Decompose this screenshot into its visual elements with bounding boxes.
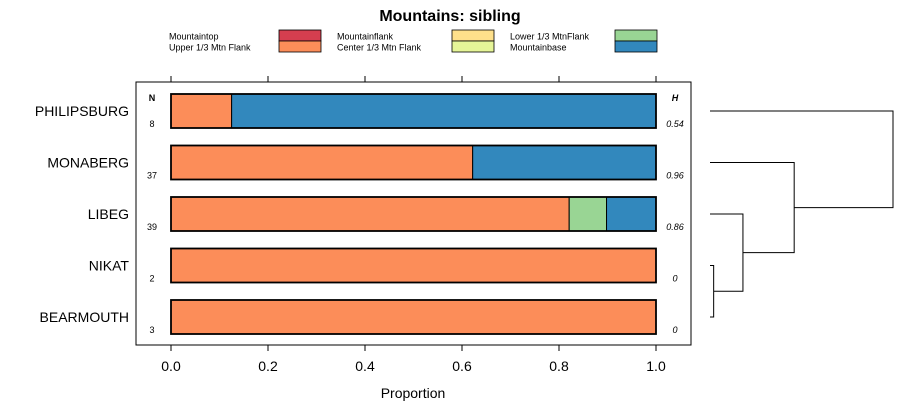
chart-title: Mountains: sibling <box>379 8 520 25</box>
legend-swatch <box>278 29 322 42</box>
n-header: N <box>149 93 156 103</box>
x-tick-label: 0.6 <box>452 358 472 374</box>
x-tick-label: 0.4 <box>355 358 375 374</box>
y-axis-labels: PHILIPSBURG MONABERG LIBEG NIKAT BEARMOUTH <box>35 103 130 325</box>
legend-swatch <box>451 29 495 42</box>
x-tick-label: 0.0 <box>161 358 181 374</box>
y-tick-label: LIBEG <box>88 206 129 222</box>
bar-outline <box>170 93 657 129</box>
h-labels: 0.54 0.96 0.86 0 0 <box>666 119 684 335</box>
n-labels: 8 37 39 2 3 <box>147 119 157 335</box>
h-value: 0.54 <box>666 119 684 129</box>
bar-outline <box>170 299 657 335</box>
legend-label: Upper 1/3 Mtn Flank <box>169 43 251 53</box>
dendrogram <box>710 110 894 318</box>
h-value: 0.86 <box>666 222 684 232</box>
y-tick-label: PHILIPSBURG <box>35 103 129 119</box>
y-tick-label: MONABERG <box>47 155 129 171</box>
y-tick-label: NIKAT <box>89 258 130 274</box>
legend-swatch <box>278 40 322 53</box>
bar-segment <box>170 93 233 129</box>
legend-swatch <box>614 40 658 53</box>
h-value: 0 <box>672 274 677 284</box>
dendrogram-branch <box>710 162 795 254</box>
bar-outline <box>170 247 657 284</box>
bar-segment <box>606 196 657 232</box>
bar-segment <box>170 145 474 180</box>
y-tick-label: BEARMOUTH <box>40 309 129 325</box>
n-value: 3 <box>149 325 154 335</box>
legend-label: Mountainbase <box>510 43 567 53</box>
n-value: 37 <box>147 171 157 181</box>
x-axis: 0.0 0.2 0.4 0.6 0.8 1.0 <box>161 76 666 374</box>
legend-swatch <box>614 29 658 42</box>
legend-label: Mountaintop <box>169 32 219 42</box>
h-value: 0 <box>672 325 677 335</box>
bar-outline <box>170 144 657 181</box>
plot-frame <box>135 81 692 346</box>
dendrogram-branch <box>710 213 744 292</box>
bar-segment <box>568 196 608 232</box>
bar-outline <box>170 196 657 232</box>
legend-label: Center 1/3 Mtn Flank <box>337 43 422 53</box>
legend-swatch <box>451 40 495 53</box>
h-value: 0.96 <box>666 171 684 181</box>
x-tick-label: 0.8 <box>549 358 569 374</box>
legend-label: Mountainflank <box>337 32 394 42</box>
dendrogram-branch <box>710 110 894 209</box>
n-value: 39 <box>147 222 157 232</box>
n-value: 2 <box>149 274 154 284</box>
bar-segment <box>170 248 657 283</box>
dendrogram-branch <box>710 265 715 318</box>
bar-segment <box>231 93 657 129</box>
x-axis-title: Proportion <box>381 385 446 401</box>
bar-group <box>170 93 657 335</box>
legend-label: Lower 1/3 MtnFlank <box>510 32 590 42</box>
n-value: 8 <box>149 119 154 129</box>
bar-segment <box>170 196 570 232</box>
x-tick-label: 1.0 <box>646 358 666 374</box>
bar-segment <box>472 145 657 180</box>
h-header: H <box>672 93 679 103</box>
x-tick-label: 0.2 <box>258 358 278 374</box>
bar-segment <box>170 299 657 335</box>
